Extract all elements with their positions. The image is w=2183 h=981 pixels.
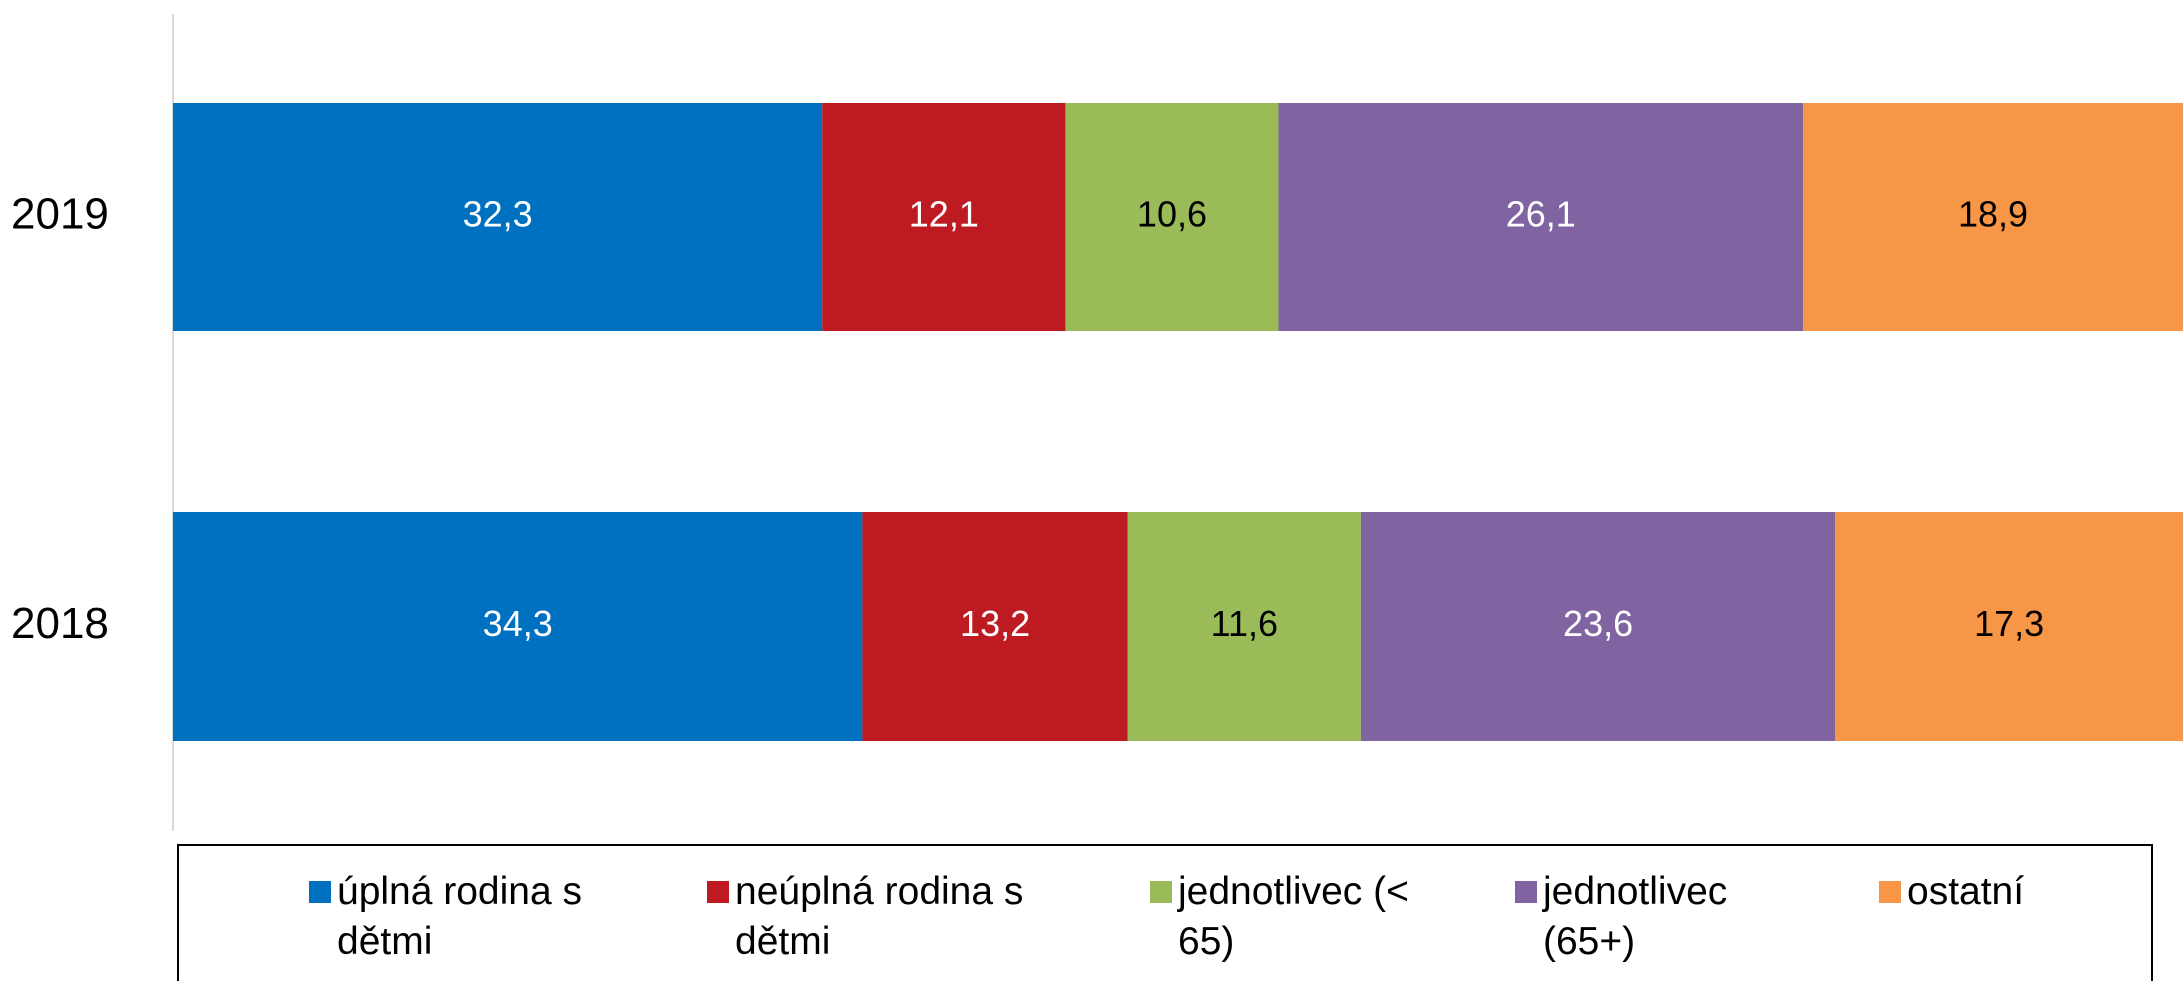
bar-segment xyxy=(173,103,823,331)
bar-segment xyxy=(1835,512,2183,741)
legend-swatch xyxy=(1515,881,1537,903)
bar-segment xyxy=(1278,103,1804,331)
legend-item: jednotlivec (< 65) xyxy=(1150,867,1428,967)
y-tick-label: 2019 xyxy=(11,190,109,239)
legend-item: jednotlivec (65+) xyxy=(1515,867,1793,967)
bar-segment xyxy=(1360,512,1836,741)
legend-label: ostatní xyxy=(1907,870,2025,913)
legend-label: úplná rodina s dětmi xyxy=(337,870,583,963)
data-label: 17,3 xyxy=(1974,603,2044,644)
legend-box xyxy=(177,844,2153,981)
data-label: 11,6 xyxy=(1211,603,1278,644)
bar-segment xyxy=(822,103,1066,331)
data-label: 32,3 xyxy=(463,194,533,235)
data-label: 13,2 xyxy=(960,603,1030,644)
data-label: 18,9 xyxy=(1958,194,2028,235)
bar-segment xyxy=(1065,103,1279,331)
legend-label: jednotlivec (< 65) xyxy=(1178,870,1409,963)
data-label: 34,3 xyxy=(483,603,553,644)
bar-segment xyxy=(1803,103,2183,331)
data-label: 10,6 xyxy=(1137,194,1207,235)
legend-swatch xyxy=(1150,881,1172,903)
data-label: 26,1 xyxy=(1506,194,1576,235)
legend-item: neúplná rodina s dětmi xyxy=(707,867,1025,967)
legend-swatch xyxy=(707,881,729,903)
bar-segment xyxy=(1127,512,1361,741)
legend-swatch xyxy=(1879,881,1901,903)
legend-item: úplná rodina s dětmi xyxy=(309,867,607,967)
legend-label: jednotlivec (65+) xyxy=(1543,870,1728,963)
legend-label: neúplná rodina s dětmi xyxy=(735,870,1024,963)
data-label: 23,6 xyxy=(1563,603,1633,644)
legend-item: ostatní xyxy=(1879,867,2157,917)
bar-segment xyxy=(173,512,863,741)
legend-swatch xyxy=(309,881,331,903)
data-label: 12,1 xyxy=(909,194,979,235)
y-tick-label: 2018 xyxy=(11,599,109,648)
bar-segment xyxy=(862,512,1128,741)
